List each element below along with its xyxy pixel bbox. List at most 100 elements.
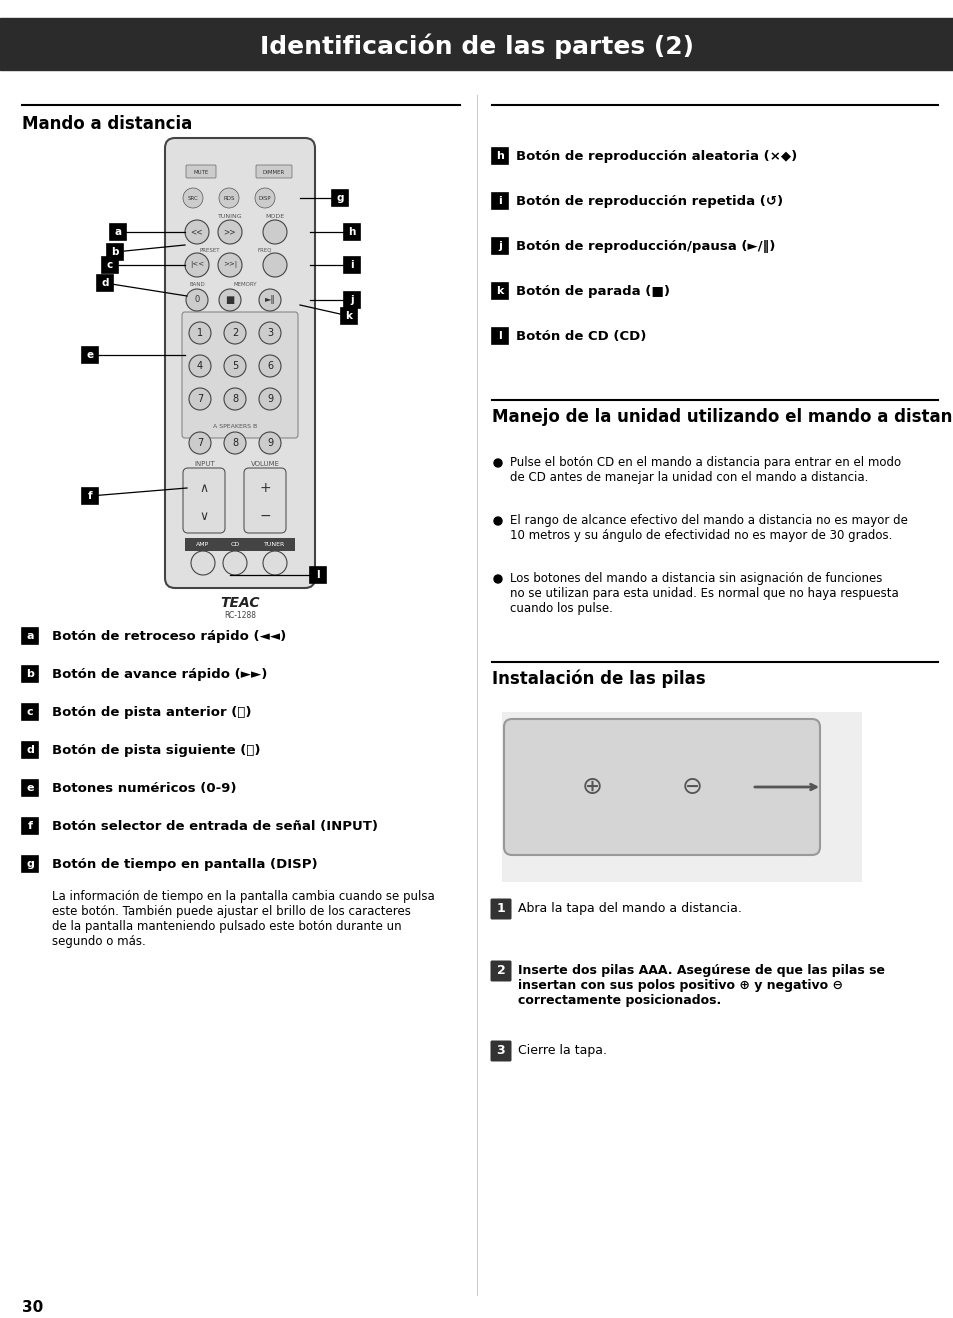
Text: 7: 7 xyxy=(196,438,203,448)
Circle shape xyxy=(218,220,242,244)
Text: <<: << xyxy=(191,228,203,236)
Text: 1: 1 xyxy=(196,328,203,337)
Text: ■: ■ xyxy=(225,295,234,304)
Text: e: e xyxy=(87,351,93,360)
Text: VOLUME: VOLUME xyxy=(251,461,279,467)
Text: d: d xyxy=(101,278,109,289)
Circle shape xyxy=(219,188,239,208)
Circle shape xyxy=(263,253,287,277)
Text: k: k xyxy=(345,311,352,322)
Circle shape xyxy=(258,289,281,311)
Text: MUTE: MUTE xyxy=(193,170,209,174)
Circle shape xyxy=(494,517,501,525)
Text: Abra la tapa del mando a distancia.: Abra la tapa del mando a distancia. xyxy=(517,902,741,915)
FancyBboxPatch shape xyxy=(165,138,314,588)
Text: i: i xyxy=(497,196,501,206)
Text: f: f xyxy=(28,821,32,832)
Text: a: a xyxy=(27,631,33,641)
Bar xyxy=(340,308,356,324)
Bar xyxy=(22,742,38,758)
Circle shape xyxy=(224,387,246,410)
Text: Botón de CD (CD): Botón de CD (CD) xyxy=(516,330,646,343)
Text: Botón de reproducción aleatoria (×◆): Botón de reproducción aleatoria (×◆) xyxy=(516,150,797,163)
Text: 3: 3 xyxy=(267,328,273,337)
Circle shape xyxy=(254,188,274,208)
Text: MEMORY: MEMORY xyxy=(233,282,256,286)
Text: Botón de reproducción/pausa (►/‖): Botón de reproducción/pausa (►/‖) xyxy=(516,240,775,253)
Text: g: g xyxy=(26,859,34,869)
Text: RC-1288: RC-1288 xyxy=(224,612,255,621)
Circle shape xyxy=(224,355,246,377)
Text: c: c xyxy=(107,260,113,270)
Text: Botones numéricos (0-9): Botones numéricos (0-9) xyxy=(52,782,236,795)
Text: RDS: RDS xyxy=(223,195,234,200)
Text: MODE: MODE xyxy=(265,214,284,219)
FancyBboxPatch shape xyxy=(183,468,225,532)
Text: b: b xyxy=(26,670,34,679)
Circle shape xyxy=(189,387,211,410)
Text: ⊖: ⊖ xyxy=(680,775,701,799)
FancyBboxPatch shape xyxy=(244,468,286,532)
Text: DISP: DISP xyxy=(258,195,271,200)
Text: b: b xyxy=(112,246,118,257)
Text: CD: CD xyxy=(230,542,239,547)
Bar xyxy=(22,855,38,873)
FancyBboxPatch shape xyxy=(182,312,297,438)
Text: AMP: AMP xyxy=(196,542,210,547)
Bar xyxy=(492,192,507,210)
Bar xyxy=(107,244,123,260)
Bar xyxy=(492,239,507,254)
Bar xyxy=(344,224,359,240)
Text: ►‖: ►‖ xyxy=(264,295,275,304)
Bar xyxy=(492,328,507,344)
Text: FREQ: FREQ xyxy=(257,248,272,253)
Text: ∧: ∧ xyxy=(199,481,209,494)
Circle shape xyxy=(258,387,281,410)
Bar xyxy=(310,567,326,583)
FancyBboxPatch shape xyxy=(255,165,292,178)
Text: Mando a distancia: Mando a distancia xyxy=(22,115,193,133)
Circle shape xyxy=(263,220,287,244)
Bar xyxy=(102,257,118,273)
Circle shape xyxy=(258,432,281,453)
Text: Botón de pista anterior (⏮): Botón de pista anterior (⏮) xyxy=(52,706,252,720)
Text: Identificación de las partes (2): Identificación de las partes (2) xyxy=(260,33,693,59)
Circle shape xyxy=(218,253,242,277)
Text: PRESET: PRESET xyxy=(199,248,220,253)
Text: 5: 5 xyxy=(232,361,238,370)
Text: Pulse el botón CD en el mando a distancia para entrar en el modo
de CD antes de : Pulse el botón CD en el mando a distanci… xyxy=(510,456,901,484)
Text: 30: 30 xyxy=(22,1300,43,1315)
Text: +: + xyxy=(259,481,271,496)
Circle shape xyxy=(189,355,211,377)
Text: El rango de alcance efectivo del mando a distancia no es mayor de
10 metros y su: El rango de alcance efectivo del mando a… xyxy=(510,514,907,542)
Text: 9: 9 xyxy=(267,394,273,405)
Text: g: g xyxy=(335,192,343,203)
Bar xyxy=(82,488,98,503)
Bar xyxy=(344,293,359,308)
Bar xyxy=(22,780,38,796)
Circle shape xyxy=(224,322,246,344)
Bar xyxy=(332,190,348,206)
Circle shape xyxy=(191,551,214,575)
Text: Los botones del mando a distancia sin asignación de funciones
no se utilizan par: Los botones del mando a distancia sin as… xyxy=(510,572,898,616)
Text: TEAC: TEAC xyxy=(220,596,259,610)
Text: |<<: |<< xyxy=(190,261,204,269)
Text: 2: 2 xyxy=(232,328,238,337)
Bar xyxy=(492,283,507,299)
Text: k: k xyxy=(496,286,503,297)
Text: DIMMER: DIMMER xyxy=(263,170,285,174)
Text: h: h xyxy=(496,152,503,161)
Circle shape xyxy=(189,322,211,344)
Text: 7: 7 xyxy=(196,394,203,405)
Text: La información de tiempo en la pantalla cambia cuando se pulsa
este botón. Tambi: La información de tiempo en la pantalla … xyxy=(52,890,435,948)
Text: TUNING: TUNING xyxy=(217,214,242,219)
Circle shape xyxy=(224,432,246,453)
Text: Botón de avance rápido (►►): Botón de avance rápido (►►) xyxy=(52,668,267,681)
Circle shape xyxy=(219,289,241,311)
Text: i: i xyxy=(350,260,354,270)
Bar xyxy=(501,712,862,882)
Text: 4: 4 xyxy=(196,361,203,370)
Circle shape xyxy=(258,322,281,344)
Bar xyxy=(185,538,294,551)
Text: a: a xyxy=(114,227,121,237)
